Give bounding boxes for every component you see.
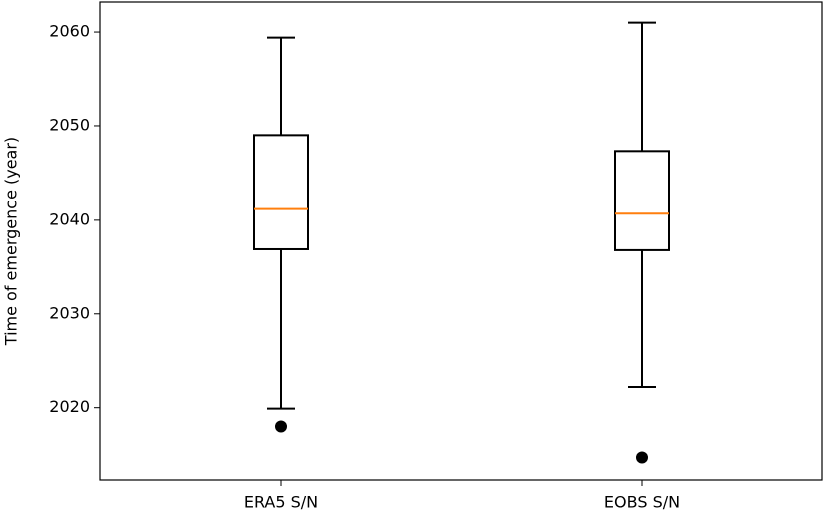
- y-tick-label: 2040: [49, 209, 90, 228]
- y-tick-label: 2020: [49, 397, 90, 416]
- plot-frame: [99, 1, 823, 481]
- y-tick-label: 2060: [49, 22, 90, 41]
- x-tick-label: ERA5 S/N: [244, 493, 318, 512]
- flier: [636, 451, 648, 464]
- box: [614, 150, 670, 251]
- y-axis-label: Time of emergence (year): [2, 137, 21, 346]
- y-tick-label: 2050: [49, 115, 90, 134]
- y-tick-label: 2030: [49, 303, 90, 322]
- flier: [275, 420, 287, 433]
- x-tick-label: EOBS S/N: [604, 493, 680, 512]
- box: [253, 134, 309, 250]
